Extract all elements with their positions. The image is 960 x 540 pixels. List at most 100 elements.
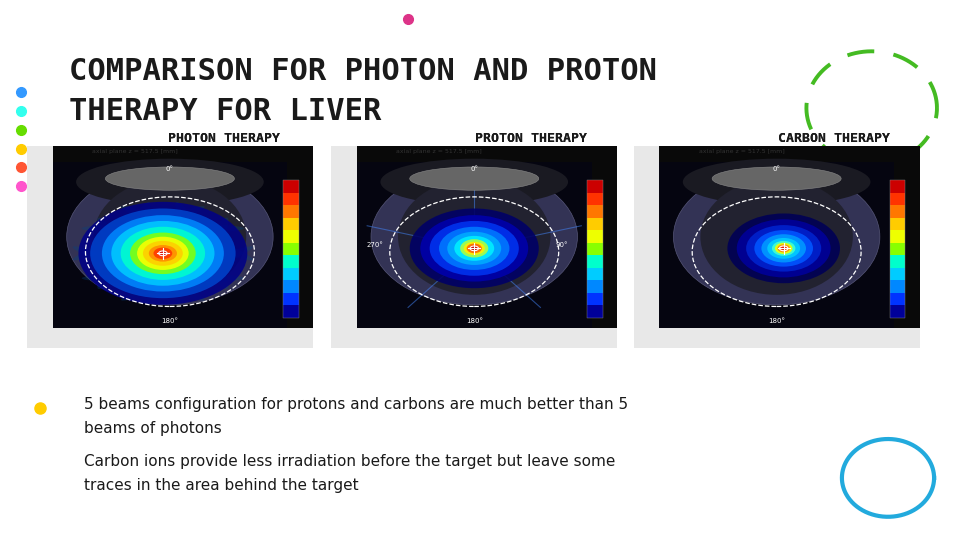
Ellipse shape — [111, 221, 214, 286]
Ellipse shape — [73, 246, 204, 301]
Bar — [331, 328, 617, 348]
Ellipse shape — [90, 208, 235, 298]
Bar — [283, 205, 299, 218]
Ellipse shape — [137, 237, 189, 270]
Ellipse shape — [683, 159, 871, 205]
Bar — [283, 180, 299, 318]
Ellipse shape — [380, 159, 568, 205]
Ellipse shape — [439, 227, 510, 270]
Ellipse shape — [469, 245, 479, 251]
Bar — [890, 205, 905, 218]
Ellipse shape — [97, 202, 151, 289]
Ellipse shape — [76, 159, 264, 205]
Ellipse shape — [181, 191, 228, 233]
Bar — [890, 280, 905, 293]
Ellipse shape — [176, 218, 228, 305]
Bar — [890, 180, 905, 193]
Ellipse shape — [761, 234, 806, 262]
Text: CARBON THERAPY: CARBON THERAPY — [778, 132, 890, 145]
Bar — [331, 146, 357, 348]
Bar — [588, 218, 603, 230]
Bar — [634, 328, 920, 348]
Ellipse shape — [781, 247, 786, 249]
Text: PROTON THERAPY: PROTON THERAPY — [475, 132, 588, 145]
Ellipse shape — [121, 227, 205, 280]
Bar — [283, 280, 299, 293]
Text: 5 beams configuration for protons and carbons are much better than 5: 5 beams configuration for protons and ca… — [84, 397, 629, 412]
Ellipse shape — [398, 179, 550, 295]
Ellipse shape — [718, 191, 765, 233]
Ellipse shape — [454, 236, 494, 261]
Ellipse shape — [430, 221, 518, 276]
Bar — [890, 218, 905, 230]
Bar — [283, 180, 299, 193]
Bar — [283, 243, 299, 255]
Ellipse shape — [460, 239, 489, 258]
Bar — [588, 180, 603, 318]
Ellipse shape — [712, 183, 841, 274]
Bar — [634, 146, 920, 348]
Ellipse shape — [102, 215, 224, 292]
Ellipse shape — [130, 233, 196, 274]
Ellipse shape — [97, 218, 151, 305]
Bar — [283, 193, 299, 205]
Bar — [283, 230, 299, 243]
Text: 180°: 180° — [466, 318, 483, 324]
Bar — [890, 255, 905, 268]
Text: axial plane z = 517.5 [mm]: axial plane z = 517.5 [mm] — [396, 149, 482, 154]
Ellipse shape — [73, 206, 204, 260]
Ellipse shape — [486, 191, 533, 233]
Text: PROTON THERAPY: PROTON THERAPY — [475, 132, 588, 145]
Text: PHOTON THERAPY: PHOTON THERAPY — [168, 132, 280, 145]
Ellipse shape — [158, 251, 168, 256]
Text: 270°: 270° — [367, 242, 383, 248]
Ellipse shape — [767, 238, 800, 259]
Bar — [890, 243, 905, 255]
Bar — [588, 306, 603, 318]
Text: traces in the area behind the target: traces in the area behind the target — [84, 478, 359, 493]
Bar — [588, 268, 603, 280]
Ellipse shape — [82, 223, 244, 234]
Text: Carbon ions provide less irradiation before the target but leave some: Carbon ions provide less irradiation bef… — [84, 454, 616, 469]
Ellipse shape — [371, 168, 578, 305]
Ellipse shape — [176, 202, 228, 289]
Text: axial plane z = 517.5 [mm]: axial plane z = 517.5 [mm] — [699, 149, 784, 154]
Bar — [283, 218, 299, 230]
Text: beams of photons: beams of photons — [84, 421, 222, 436]
Bar — [331, 146, 617, 348]
Ellipse shape — [106, 167, 234, 190]
Bar — [890, 180, 905, 318]
Bar — [53, 162, 287, 328]
Ellipse shape — [94, 179, 246, 295]
Bar — [890, 306, 905, 318]
Bar — [588, 243, 603, 255]
Ellipse shape — [471, 247, 477, 250]
Text: CARBON THERAPY: CARBON THERAPY — [778, 132, 890, 145]
Ellipse shape — [778, 244, 790, 252]
Ellipse shape — [111, 191, 158, 233]
Text: 90°: 90° — [556, 242, 568, 248]
Ellipse shape — [66, 168, 274, 305]
Bar — [283, 255, 299, 268]
Ellipse shape — [416, 191, 463, 233]
Bar — [283, 268, 299, 280]
Ellipse shape — [780, 246, 787, 251]
Bar — [588, 180, 603, 193]
Text: PHOTON THERAPY: PHOTON THERAPY — [168, 132, 280, 145]
Ellipse shape — [121, 206, 252, 260]
Ellipse shape — [728, 213, 840, 283]
Ellipse shape — [712, 167, 841, 190]
Bar — [27, 146, 53, 348]
Ellipse shape — [149, 245, 177, 262]
Text: 0°: 0° — [773, 166, 780, 172]
Ellipse shape — [755, 230, 813, 267]
Ellipse shape — [447, 232, 501, 265]
Bar — [588, 230, 603, 243]
Ellipse shape — [82, 273, 244, 284]
Bar — [27, 146, 313, 348]
Bar — [27, 328, 313, 348]
Bar — [634, 146, 660, 348]
Text: 180°: 180° — [161, 318, 179, 324]
Text: 0°: 0° — [166, 166, 174, 172]
Text: 180°: 180° — [768, 318, 785, 324]
